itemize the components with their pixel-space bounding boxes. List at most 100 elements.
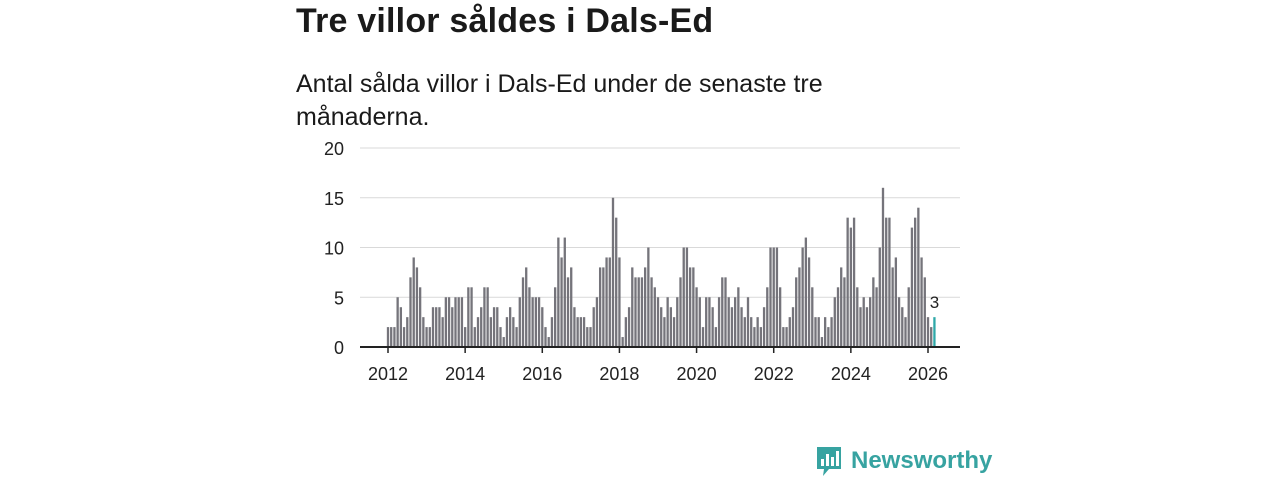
bar [541, 307, 544, 347]
bar [637, 277, 640, 347]
bar [807, 257, 811, 347]
bar [872, 277, 875, 347]
bar [811, 287, 814, 347]
bar [836, 287, 840, 347]
bar-highlight [933, 317, 936, 347]
bar [627, 307, 631, 347]
bar [415, 267, 419, 347]
bar [798, 267, 801, 347]
bar [795, 277, 798, 347]
data-labels: 3 [930, 293, 939, 312]
bar [660, 307, 663, 347]
bar [804, 237, 808, 347]
bar [515, 327, 518, 347]
bar [714, 327, 718, 347]
bar [521, 277, 525, 347]
bar [894, 257, 898, 347]
bar [778, 287, 782, 347]
chart-title: Tre villor såldes i Dals-Ed [296, 2, 714, 40]
bar [840, 267, 843, 347]
bar [785, 327, 788, 347]
bar [557, 237, 560, 347]
bar [913, 217, 917, 347]
y-tick-label: 5 [334, 288, 344, 308]
bar [823, 317, 827, 347]
bar [602, 267, 605, 347]
bar [566, 277, 570, 347]
bar [582, 317, 586, 347]
bar [737, 287, 740, 347]
bar [653, 287, 656, 347]
bar [656, 297, 660, 347]
bar [576, 317, 579, 347]
bar [814, 317, 817, 347]
bar [769, 247, 772, 347]
bar [470, 287, 473, 347]
bars [386, 187, 936, 347]
bar [801, 247, 804, 347]
bar [762, 307, 766, 347]
bar [425, 327, 428, 347]
bar [615, 217, 618, 347]
bar [759, 327, 763, 347]
bar [830, 317, 833, 347]
bar [563, 237, 566, 347]
x-tick-label: 2022 [754, 364, 794, 384]
y-tick-label: 20 [324, 139, 344, 159]
bar [727, 297, 730, 347]
bar [463, 327, 467, 347]
x-tick-label: 2012 [368, 364, 408, 384]
bar [708, 297, 711, 347]
bar [544, 327, 547, 347]
bar [782, 327, 785, 347]
bar [888, 217, 891, 347]
bar [598, 267, 602, 347]
bar [676, 297, 679, 347]
bar [788, 317, 791, 347]
x-tick-label: 2014 [445, 364, 485, 384]
bar [412, 257, 415, 347]
x-tick-label: 2018 [599, 364, 639, 384]
bar [483, 287, 486, 347]
bar [435, 307, 438, 347]
grid-lines [360, 147, 960, 298]
bar [592, 307, 595, 347]
bar [531, 297, 534, 347]
x-tick-label: 2020 [677, 364, 717, 384]
bar [688, 267, 692, 347]
bar [711, 307, 714, 347]
bar [621, 337, 624, 347]
bar [833, 297, 836, 347]
bar [750, 317, 753, 347]
bar [489, 317, 493, 347]
bar [698, 297, 701, 347]
bar [881, 187, 885, 347]
bar [640, 277, 644, 347]
bar [467, 287, 470, 347]
bar [508, 307, 512, 347]
bar [746, 297, 750, 347]
bar [878, 247, 881, 347]
bar [396, 297, 399, 347]
bar [827, 327, 830, 347]
bar [573, 307, 576, 347]
bar [682, 247, 685, 347]
bar [431, 307, 435, 347]
bar [406, 317, 409, 347]
bar [441, 317, 444, 347]
bar [865, 307, 869, 347]
bar [595, 297, 599, 347]
bar [393, 327, 396, 347]
bar [460, 297, 464, 347]
bar [733, 297, 737, 347]
chart-subtitle: Antal sålda villor i Dals-Ed under de se… [296, 70, 823, 131]
bar [444, 297, 448, 347]
bar [901, 307, 904, 347]
y-tick-label: 15 [324, 189, 344, 209]
bar [717, 297, 721, 347]
bar [846, 217, 849, 347]
bar [695, 287, 698, 347]
bar [904, 317, 907, 347]
bar [534, 297, 538, 347]
bar [553, 287, 557, 347]
